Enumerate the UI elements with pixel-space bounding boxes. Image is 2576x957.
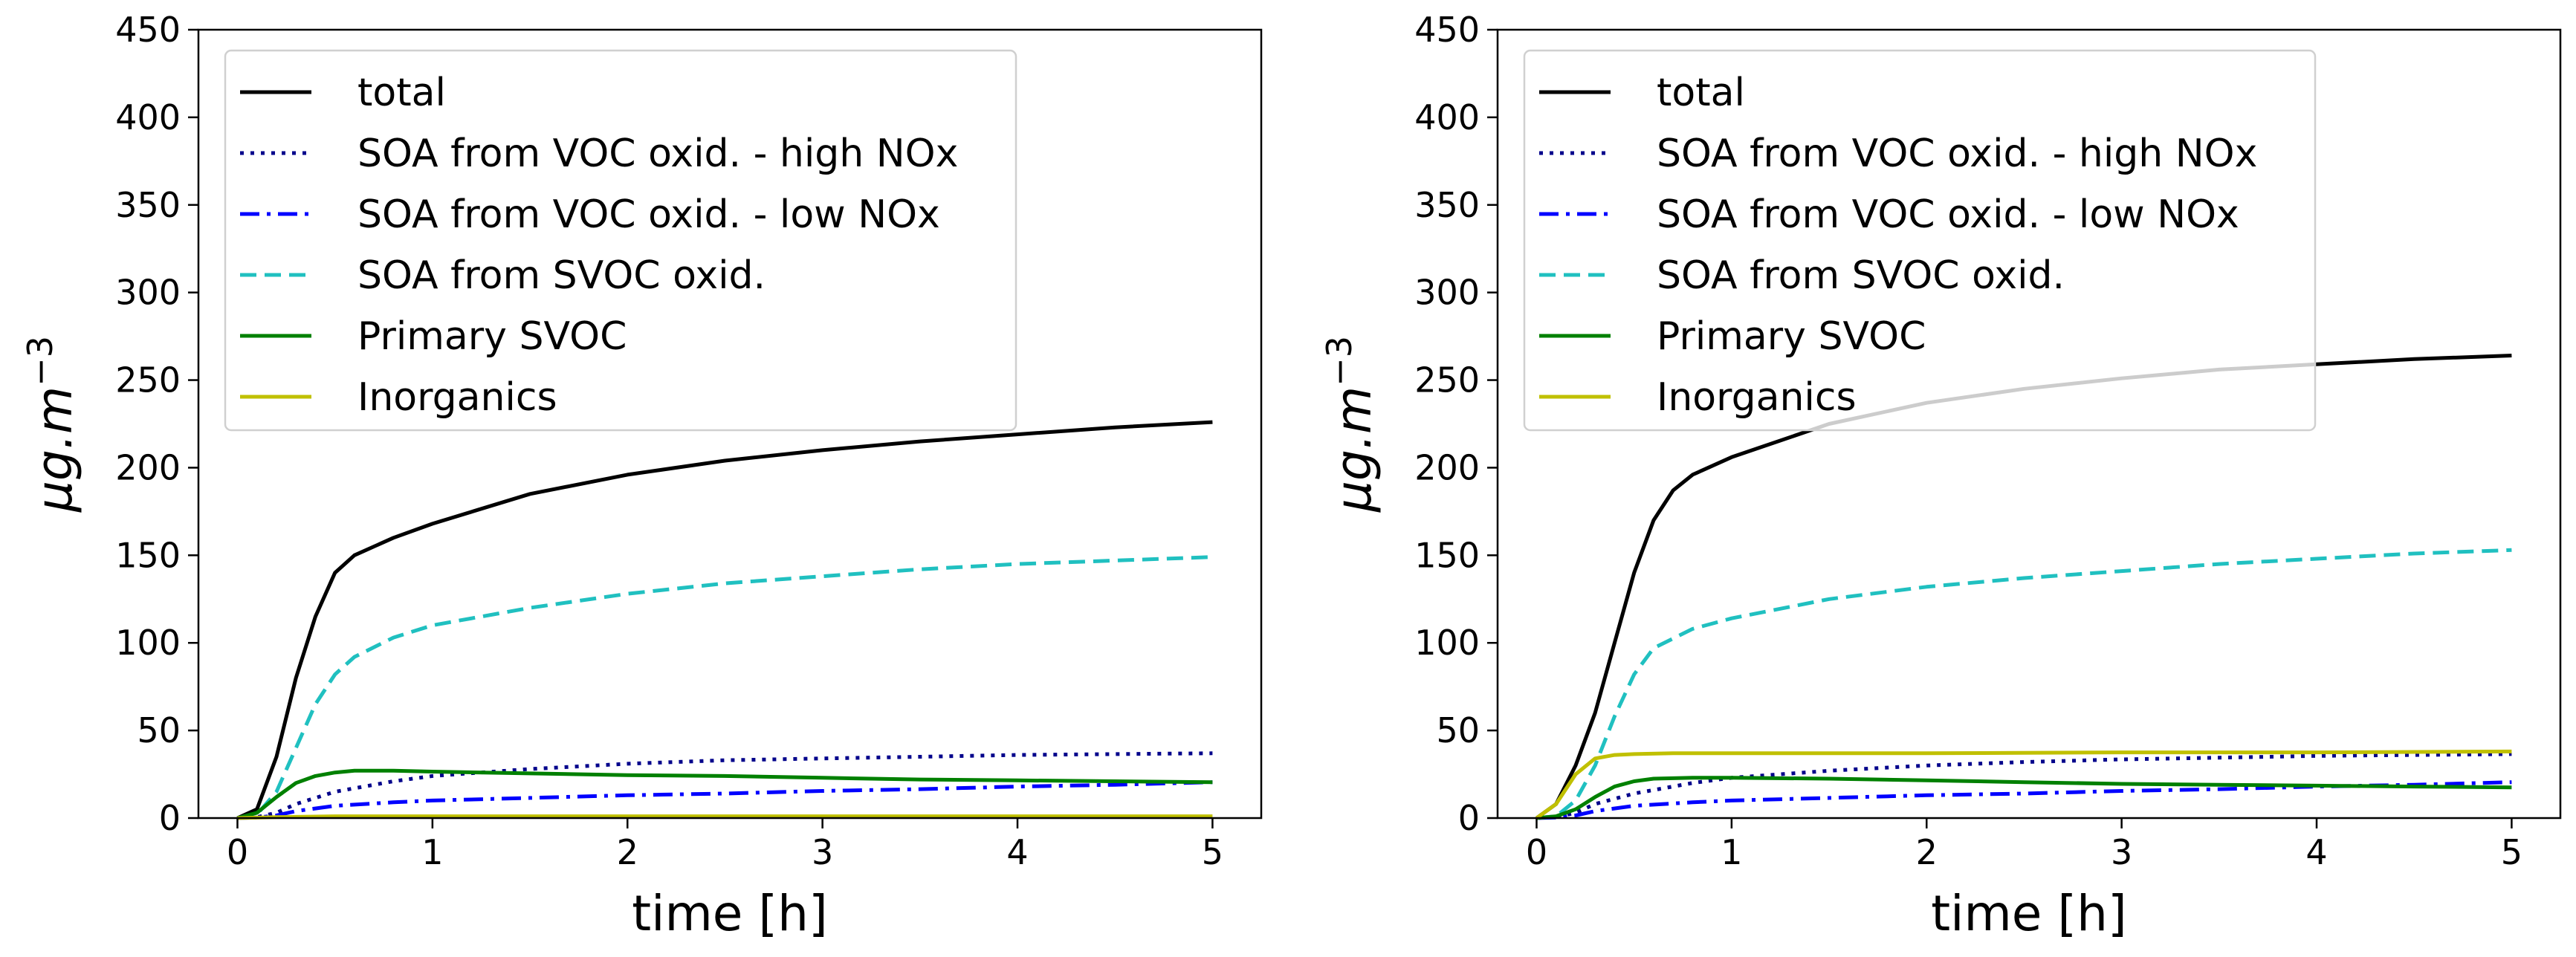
y-tick-label: 400 [1414,97,1480,137]
series-line-1 [237,751,1213,820]
legend-label-0: total [357,71,446,115]
series-line-5 [237,814,1213,820]
series-line-2 [237,780,1213,820]
legend-box [1523,49,2317,432]
x-axis-label: time [h] [632,885,827,942]
series-line-2 [1536,780,2512,820]
y-tick-label: 0 [159,798,181,838]
y-tick-label: 200 [1414,447,1480,487]
x-tick-label: 3 [812,832,833,872]
y-tick-label: 150 [1414,535,1480,575]
y-tick-label: 100 [1414,623,1480,663]
axes-frame [197,28,1263,820]
x-tick-label: 0 [227,832,248,872]
series-line-0 [236,420,1213,820]
y-axis-label: μg.m−3 [1319,336,1382,513]
y-tick-label: 300 [1414,273,1480,313]
y-tick-label: 150 [115,535,181,575]
x-tick-label: 2 [1916,832,1938,872]
x-tick-label: 4 [1006,832,1028,872]
legend-label-1: SOA from VOC oxid. - high NOx [357,132,958,176]
legend-label-5: Inorganics [357,375,557,420]
y-tick-label: 350 [1414,185,1480,225]
x-tick-label: 4 [2305,832,2327,872]
legend-box [224,49,1017,432]
y-tick-label: 200 [115,447,181,487]
y-tick-label: 50 [137,710,181,750]
legend-label-4: Primary SVOC [357,314,627,359]
x-tick-label: 2 [617,832,638,872]
series-line-3 [1536,548,2512,820]
series-line-4 [1536,776,2512,820]
legend-label-2: SOA from VOC oxid. - low NOx [1657,192,2239,237]
legend-label-2: SOA from VOC oxid. - low NOx [357,192,940,237]
y-tick-label: 0 [1458,798,1480,838]
x-tick-label: 5 [1202,832,1223,872]
y-tick-label: 300 [115,273,181,313]
x-tick-label: 5 [2501,832,2522,872]
legend-label-4: Primary SVOC [1657,314,1926,359]
series-line-4 [236,768,1213,820]
y-tick-label: 250 [115,360,181,400]
series-line-5 [1535,749,2512,820]
legend-label-5: Inorganics [1657,375,1857,420]
legend-label-1: SOA from VOC oxid. - high NOx [1657,132,2257,176]
x-axis-label: time [h] [1931,885,2126,942]
series-line-3 [237,555,1213,820]
axes-frame [1496,28,2562,820]
y-tick-label: 50 [1436,710,1480,750]
y-tick-label: 100 [115,623,181,663]
legend-label-3: SOA from SVOC oxid. [357,253,766,298]
y-tick-label: 450 [1414,10,1480,50]
y-tick-label: 350 [115,185,181,225]
legend-label-0: total [1657,71,1745,115]
y-tick-label: 400 [115,97,181,137]
x-tick-label: 0 [1526,832,1547,872]
x-tick-label: 1 [421,832,443,872]
x-tick-label: 1 [1721,832,1742,872]
legend-label-3: SOA from SVOC oxid. [1657,253,2065,298]
x-tick-label: 3 [2111,832,2132,872]
y-tick-label: 250 [1414,360,1480,400]
y-axis-label: μg.m−3 [20,336,83,513]
y-tick-label: 450 [115,10,181,50]
